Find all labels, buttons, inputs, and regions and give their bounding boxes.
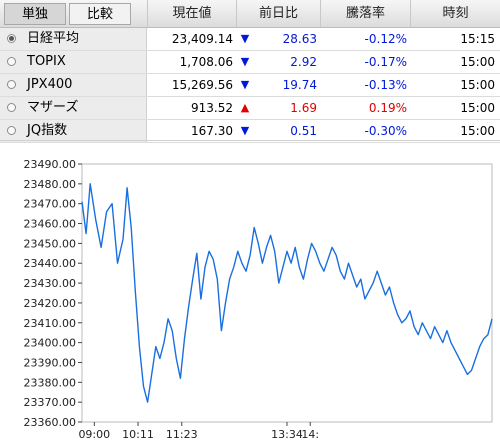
update-time: 15:00: [460, 124, 495, 138]
index-name-cell[interactable]: マザーズ: [0, 97, 147, 119]
index-name: TOPIX: [27, 54, 66, 69]
down-arrow-icon: ▼: [240, 78, 250, 91]
y-tick-label: 23360.00: [24, 416, 77, 429]
change-percent: 0.19%: [368, 101, 407, 115]
update-time: 15:00: [460, 78, 495, 92]
index-name: 日経平均: [27, 31, 80, 46]
index-row[interactable]: マザーズ 913.52 ▲ 1.69 0.19% 15:00: [0, 97, 500, 120]
index-name-cell[interactable]: JQ指数: [0, 120, 147, 142]
index-name-cell[interactable]: JPX400: [0, 74, 147, 96]
current-price: 23,409.14: [171, 32, 233, 46]
down-arrow-icon: ▼: [240, 124, 250, 137]
index-name-cell[interactable]: TOPIX: [0, 51, 147, 73]
down-arrow-icon: ▼: [240, 55, 250, 68]
col-header-pct: 騰落率: [321, 0, 411, 27]
up-arrow-icon: ▲: [240, 101, 250, 114]
y-tick-label: 23440.00: [24, 257, 77, 270]
update-time: 15:00: [460, 101, 495, 115]
y-tick-label: 23370.00: [24, 396, 77, 409]
radio-button[interactable]: [7, 80, 16, 89]
x-tick-label: 13:34: [271, 428, 303, 441]
current-price: 1,708.06: [179, 55, 233, 69]
down-arrow-icon: ▼: [240, 32, 250, 45]
index-row[interactable]: JPX400 15,269.56 ▼ 19.74 -0.13% 15:00: [0, 74, 500, 97]
index-row[interactable]: 日経平均 23,409.14 ▼ 28.63 -0.12% 15:15: [0, 28, 500, 51]
index-name: JPX400: [27, 77, 73, 92]
index-name: マザーズ: [27, 100, 79, 115]
change-percent: -0.30%: [364, 124, 407, 138]
col-header-time: 時刻: [442, 6, 469, 21]
index-row[interactable]: JQ指数 167.30 ▼ 0.51 -0.30% 15:00: [0, 120, 500, 143]
y-tick-label: 23420.00: [24, 297, 77, 310]
current-price: 913.52: [191, 101, 233, 115]
change-percent: -0.12%: [364, 32, 407, 46]
index-name: JQ指数: [27, 123, 68, 138]
radio-button[interactable]: [7, 126, 16, 135]
col-header-change: 前日比: [237, 0, 321, 27]
change-percent: -0.13%: [364, 78, 407, 92]
y-tick-label: 23470.00: [24, 198, 77, 211]
y-tick-label: 23390.00: [24, 356, 77, 369]
change-value: 28.63: [282, 32, 317, 46]
current-price: 15,269.56: [171, 78, 233, 92]
y-tick-label: 23460.00: [24, 218, 77, 231]
x-tick-label: 10:11: [122, 428, 154, 441]
intraday-line-chart: 23490.00 23480.00 23470.00 23460.00 23450.00…: [24, 158, 493, 441]
y-tick-label: 23430.00: [24, 277, 77, 290]
tab-compare[interactable]: 比較: [69, 3, 131, 25]
current-price: 167.30: [191, 124, 233, 138]
x-tick-label: 11:23: [166, 428, 198, 441]
radio-button[interactable]: [7, 57, 16, 66]
tab-single[interactable]: 単独: [4, 3, 66, 25]
index-row[interactable]: TOPIX 1,708.06 ▼ 2.92 -0.17% 15:00: [0, 51, 500, 74]
y-tick-label: 23480.00: [24, 178, 77, 191]
y-tick-label: 23410.00: [24, 317, 77, 330]
x-tick-label: 09:00: [78, 428, 110, 441]
change-value: 1.69: [290, 101, 317, 115]
x-tick-label: 14:: [301, 428, 319, 441]
y-tick-label: 23490.00: [24, 158, 77, 171]
y-tick-label: 23380.00: [24, 376, 77, 389]
y-tick-label: 23400.00: [24, 337, 77, 350]
price-line-series: [81, 183, 493, 403]
change-value: 19.74: [282, 78, 317, 92]
radio-button[interactable]: [7, 103, 16, 112]
change-percent: -0.17%: [364, 55, 407, 69]
update-time: 15:00: [460, 55, 495, 69]
radio-button[interactable]: [7, 34, 16, 43]
index-name-cell[interactable]: 日経平均: [0, 28, 147, 50]
y-tick-label: 23450.00: [24, 237, 77, 250]
divider: [0, 140, 500, 141]
col-header-price: 現在値: [147, 0, 237, 27]
table-header: 単独 比較 現在値 前日比 騰落率 時刻: [0, 0, 500, 28]
change-value: 2.92: [290, 55, 317, 69]
update-time: 15:15: [460, 32, 495, 46]
change-value: 0.51: [290, 124, 317, 138]
